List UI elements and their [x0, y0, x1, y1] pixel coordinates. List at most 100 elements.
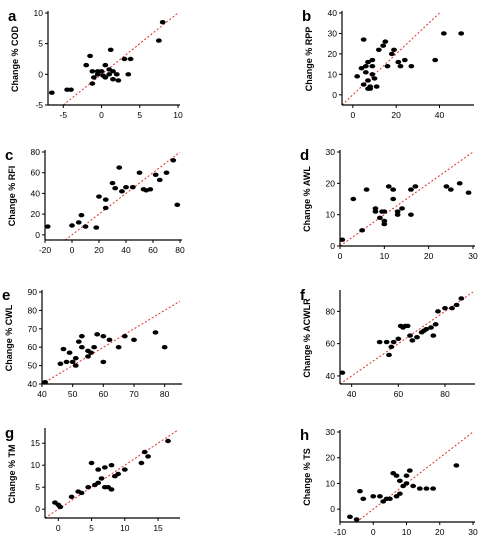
data-point: [339, 370, 346, 375]
data-point: [384, 63, 391, 69]
y-axis-label: Change % ACWLR: [302, 298, 312, 378]
data-point: [362, 70, 369, 75]
data-point: [369, 72, 376, 77]
x-tick-label: 0: [371, 527, 376, 537]
panel-letter: b: [302, 8, 311, 25]
data-point: [403, 473, 410, 478]
data-point: [376, 339, 383, 345]
data-point: [72, 356, 79, 361]
y-tick-label: 40: [28, 379, 38, 389]
data-point: [90, 75, 97, 80]
y-tick-label: 30: [326, 147, 336, 157]
data-point: [359, 228, 366, 233]
x-tick-label: 50: [68, 389, 78, 399]
data-point: [88, 350, 94, 355]
y-tick-label: 40: [328, 8, 338, 18]
data-point: [163, 170, 170, 175]
data-point: [395, 59, 402, 65]
data-point: [60, 346, 67, 352]
y-tick-label: 10: [326, 210, 336, 220]
data-point: [115, 78, 122, 83]
data-point: [68, 87, 74, 92]
panel-f: f 40 60 80 40 60 80 Change % ACWLR: [300, 287, 475, 399]
data-point: [430, 333, 437, 338]
x-tick-label: 20: [435, 527, 445, 537]
data-point: [382, 39, 389, 44]
data-point: [85, 485, 92, 490]
y-tick-label: 60: [326, 339, 336, 349]
data-point: [381, 221, 388, 227]
data-point: [125, 72, 132, 77]
data-point: [453, 302, 460, 308]
x-tick-label: 40: [121, 245, 131, 255]
data-point: [360, 496, 367, 502]
data-point: [360, 82, 367, 87]
data-point: [72, 363, 79, 368]
x-tick-label: 40: [435, 110, 445, 120]
x-tick-label: 40: [347, 389, 357, 399]
data-point: [449, 305, 455, 311]
data-point: [78, 333, 85, 339]
data-point: [106, 337, 113, 343]
data-point: [170, 158, 177, 163]
data-point: [98, 476, 105, 481]
data-point: [381, 218, 388, 224]
panel-d: d 0 10 20 30 0 10 20 30 Change % AWL: [300, 147, 478, 261]
data-point: [57, 504, 64, 510]
data-point: [93, 225, 100, 230]
data-point: [406, 468, 413, 473]
data-point: [121, 467, 128, 472]
identity-line: [64, 151, 181, 241]
data-point: [403, 481, 410, 486]
y-tick-label: 80: [31, 147, 41, 157]
data-point: [100, 359, 107, 365]
data-point: [372, 209, 379, 214]
data-point: [44, 224, 51, 229]
x-tick-label: 80: [160, 389, 170, 399]
data-point: [102, 75, 109, 80]
data-point: [432, 322, 439, 327]
data-point: [155, 38, 162, 43]
y-tick-label: 10: [328, 69, 338, 79]
data-point: [116, 165, 123, 170]
data-point: [347, 514, 353, 520]
y-tick-label: 5: [35, 482, 40, 492]
data-point: [107, 47, 114, 52]
y-tick-label: 20: [326, 453, 336, 463]
data-point: [102, 62, 109, 68]
data-point: [396, 478, 403, 484]
data-point: [453, 463, 460, 468]
x-tick-label: 30: [468, 527, 478, 537]
data-point: [110, 69, 116, 74]
x-tick-label: 10: [120, 523, 130, 533]
data-point: [377, 215, 383, 220]
data-point: [100, 333, 107, 339]
data-point: [357, 488, 363, 494]
data-point: [367, 84, 374, 89]
data-point: [85, 354, 91, 359]
y-tick-label: 80: [326, 306, 336, 316]
y-tick-label: 15: [31, 438, 41, 448]
data-point: [408, 63, 415, 69]
y-tick-label: 0: [38, 69, 43, 79]
data-point: [101, 465, 108, 470]
data-point: [69, 359, 76, 365]
data-point: [57, 361, 64, 366]
x-tick-label: -20: [39, 245, 52, 255]
data-point: [108, 487, 115, 492]
data-point: [399, 206, 405, 211]
data-point: [94, 69, 101, 74]
y-tick-label: 5: [38, 39, 43, 49]
data-point: [388, 51, 395, 57]
data-point: [390, 339, 397, 345]
x-tick-label: 0: [56, 523, 61, 533]
data-point: [115, 345, 122, 350]
x-tick-label: 0: [338, 251, 343, 261]
data-point: [78, 345, 85, 350]
data-point: [447, 187, 454, 192]
panel-letter: f: [300, 287, 306, 304]
y-tick-label: 60: [28, 342, 38, 352]
data-point: [458, 31, 465, 36]
panel-letter: h: [300, 427, 309, 444]
